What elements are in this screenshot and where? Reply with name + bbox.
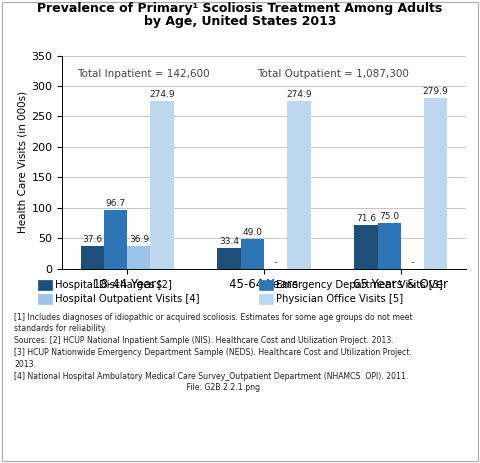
Text: -: -: [410, 257, 414, 267]
Text: Physician Office Visits [5]: Physician Office Visits [5]: [276, 294, 403, 304]
Text: 36.9: 36.9: [129, 235, 149, 244]
Text: 279.9: 279.9: [423, 87, 448, 96]
Bar: [151, 101, 174, 269]
Text: Total Inpatient = 142,600: Total Inpatient = 142,600: [77, 69, 209, 79]
Bar: [287, 101, 311, 269]
Text: [1] Includes diagnoses of idiopathic or acquired scoliosis. Estimates for some a: [1] Includes diagnoses of idiopathic or …: [14, 313, 413, 392]
Text: 33.4: 33.4: [219, 237, 239, 246]
Bar: [377, 223, 401, 269]
Text: -: -: [274, 257, 277, 267]
Text: Prevalence of Primary¹ Scoliosis Treatment Among Adults: Prevalence of Primary¹ Scoliosis Treatme…: [37, 2, 443, 15]
Y-axis label: Health Care Visits (in 000s): Health Care Visits (in 000s): [17, 91, 27, 233]
Text: Hospital Discharges [2]: Hospital Discharges [2]: [55, 280, 172, 290]
Bar: [104, 210, 127, 269]
Bar: [354, 225, 377, 269]
Bar: [424, 98, 447, 269]
Text: 274.9: 274.9: [286, 90, 312, 99]
Text: 49.0: 49.0: [242, 228, 263, 237]
Bar: [241, 239, 264, 269]
Text: by Age, United States 2013: by Age, United States 2013: [144, 15, 336, 28]
Bar: [217, 248, 241, 269]
Text: Hospital Outpatient Visits [4]: Hospital Outpatient Visits [4]: [55, 294, 200, 304]
Text: 75.0: 75.0: [379, 212, 399, 221]
Text: 96.7: 96.7: [106, 199, 126, 207]
Bar: [81, 246, 104, 269]
Text: 37.6: 37.6: [82, 235, 102, 244]
Text: 274.9: 274.9: [149, 90, 175, 99]
Text: 71.6: 71.6: [356, 214, 376, 223]
Bar: [127, 246, 151, 269]
Text: Total Outpatient = 1,087,300: Total Outpatient = 1,087,300: [257, 69, 408, 79]
Text: Emergency Department Visits [3]: Emergency Department Visits [3]: [276, 280, 443, 290]
